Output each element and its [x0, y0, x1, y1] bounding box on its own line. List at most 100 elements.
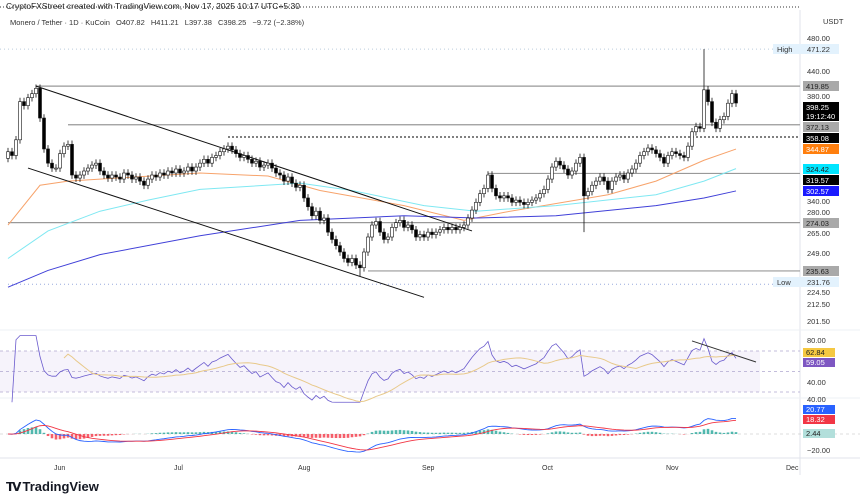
macd-histogram-bar	[234, 432, 238, 434]
candle	[666, 155, 670, 164]
extreme-marker-value: 471.22	[807, 45, 830, 54]
candle	[694, 126, 698, 133]
candle	[94, 162, 98, 166]
macd-histogram-bar	[410, 430, 414, 434]
macd-histogram-bar	[62, 434, 66, 439]
macd-histogram-bar	[702, 429, 706, 434]
macd-histogram-bar	[286, 434, 290, 437]
time-axis-tick: Nov	[666, 465, 679, 472]
candle	[198, 162, 202, 168]
candle	[6, 151, 10, 159]
candle	[366, 236, 370, 253]
candle	[386, 236, 390, 240]
price-tag	[803, 218, 839, 228]
macd-histogram-bar	[230, 431, 234, 434]
candle	[402, 220, 406, 228]
candle	[586, 191, 590, 197]
candle	[210, 157, 214, 164]
macd-histogram-bar	[42, 432, 46, 434]
candle	[170, 170, 174, 174]
candle	[706, 89, 710, 102]
candle	[326, 217, 330, 233]
macd-histogram-bar	[382, 430, 386, 434]
macd-histogram-bar	[346, 434, 350, 438]
candle	[714, 121, 718, 129]
candle	[290, 176, 294, 184]
macd-histogram-bar	[430, 432, 434, 434]
macd-histogram-bar	[150, 433, 154, 434]
macd-histogram-bar	[170, 432, 174, 434]
candle	[610, 180, 614, 190]
macd-histogram-bar	[422, 432, 426, 434]
candle	[486, 174, 490, 189]
macd-histogram-bar	[478, 430, 482, 434]
candle	[362, 251, 366, 269]
macd-histogram-bar	[186, 432, 190, 434]
candle	[454, 227, 458, 231]
macd-histogram-bar	[570, 432, 574, 434]
currency-label[interactable]: USDT	[823, 17, 844, 26]
candle	[142, 180, 146, 186]
symbol-title[interactable]: Monero / Tether · 1D · KuCoin	[10, 18, 110, 27]
candle	[214, 155, 218, 158]
time-axis-tick: Dec	[786, 465, 799, 472]
ohlc-high: H411.21	[150, 18, 179, 27]
candle	[554, 160, 558, 168]
macd-histogram-bar	[270, 434, 274, 436]
price-tag-label: 344.87	[806, 145, 829, 154]
candle	[134, 176, 138, 180]
candle	[438, 229, 442, 233]
macd-histogram-bar	[614, 434, 618, 436]
candle	[242, 155, 246, 158]
candle	[330, 231, 334, 240]
macd-histogram-bar	[578, 432, 582, 434]
candle	[186, 166, 190, 172]
macd-tag-label: 20.77	[806, 405, 825, 414]
candle	[626, 172, 630, 180]
tradingview-logo[interactable]: 𝗧𝗩 TradingView	[6, 479, 99, 494]
candle	[102, 170, 106, 176]
candle	[734, 93, 738, 104]
candle	[110, 174, 114, 179]
candle	[662, 157, 666, 164]
candle	[178, 168, 182, 174]
candle	[446, 227, 450, 231]
extreme-marker	[773, 44, 839, 54]
macd-histogram-bar	[70, 434, 74, 439]
macd-histogram-bar	[538, 434, 542, 435]
ohlc-open: O407.82	[116, 18, 145, 27]
moving-average-line	[7, 148, 737, 226]
candle	[498, 195, 502, 199]
macd-histogram-bar	[446, 432, 450, 434]
price-axis-tick: 201.50	[807, 317, 830, 326]
candle	[442, 227, 446, 231]
candle	[10, 151, 14, 156]
macd-histogram-bar	[726, 432, 730, 434]
candle	[302, 184, 306, 199]
candle	[262, 164, 266, 168]
macd-histogram-bar	[506, 432, 510, 434]
macd-histogram-bar	[326, 434, 330, 438]
macd-histogram-bar	[690, 433, 694, 434]
candle	[650, 147, 654, 151]
macd-histogram-bar	[562, 431, 566, 434]
macd-histogram-bar	[214, 431, 218, 434]
candle	[230, 145, 234, 151]
macd-histogram-bar	[558, 431, 562, 434]
candle	[410, 224, 414, 231]
candle	[422, 234, 426, 238]
candle	[682, 155, 686, 158]
candle	[34, 87, 38, 95]
candle	[334, 239, 338, 246]
macd-histogram-bar	[526, 434, 530, 436]
candle	[518, 199, 522, 203]
candle	[430, 231, 434, 235]
candle	[722, 116, 726, 121]
macd-histogram-bar	[338, 434, 342, 439]
macd-histogram-bar	[58, 434, 62, 440]
macd-histogram-bar	[318, 434, 322, 438]
macd-histogram-bar	[262, 434, 266, 436]
macd-histogram-bar	[454, 432, 458, 434]
macd-histogram-bar	[258, 434, 262, 436]
